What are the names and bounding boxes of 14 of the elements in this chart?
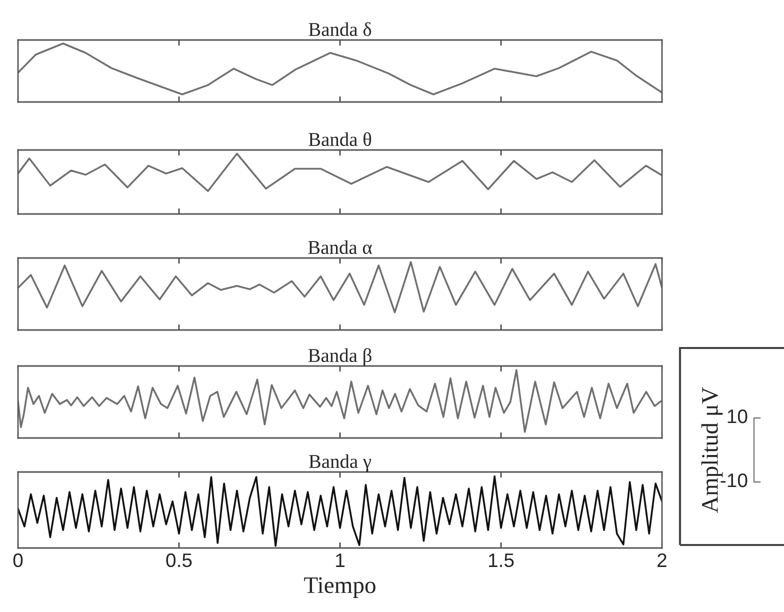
text: -10 xyxy=(720,473,748,488)
x-tick-label: 1.5 xyxy=(488,554,514,568)
text: Amplitud μV xyxy=(701,387,723,513)
chart-title: Banda β xyxy=(308,348,372,366)
x-tick-label: 2 xyxy=(658,553,666,567)
x-tick-label: 0 xyxy=(13,553,23,568)
chart-title: Banda α xyxy=(308,240,372,254)
x-tick-label: 0.5 xyxy=(166,553,192,568)
chart-title: Banda δ xyxy=(308,22,372,36)
x-axis-title: Tiempo xyxy=(304,577,376,598)
x-tick-label: 1 xyxy=(336,554,344,567)
chart-title: Banda γ xyxy=(308,454,372,472)
chart-title: Banda θ xyxy=(308,132,372,146)
text: 10 xyxy=(728,409,748,424)
